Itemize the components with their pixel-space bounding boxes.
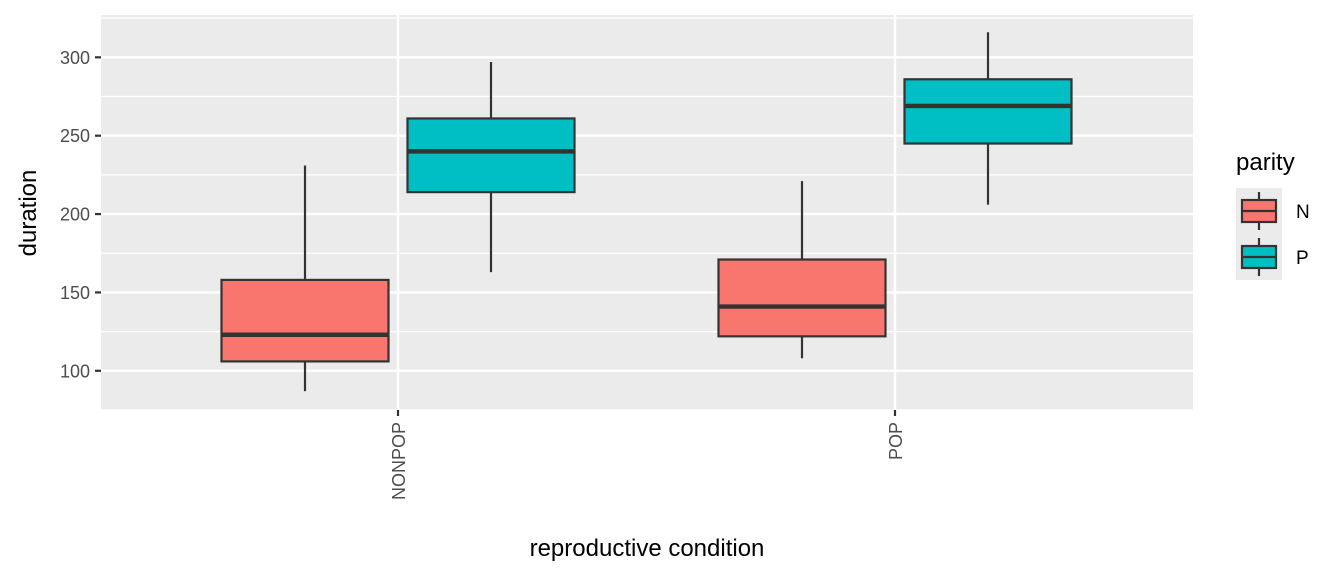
y-axis: 100 150 200 250 300 — [60, 48, 101, 381]
y-tick-label: 100 — [60, 361, 90, 381]
box-P-POP — [903, 32, 1073, 205]
y-tick-label: 300 — [60, 48, 90, 68]
box-iqr — [406, 117, 576, 194]
legend-label: N — [1296, 202, 1310, 223]
box-iqr — [220, 278, 390, 363]
legend-item-P: P — [1236, 234, 1309, 280]
box-N-NONPOP — [220, 165, 390, 392]
x-tick-label: POP — [886, 422, 906, 460]
box-iqr — [903, 78, 1073, 145]
y-tick-label: 150 — [60, 283, 90, 303]
box-iqr — [717, 258, 887, 338]
box-N-POP — [717, 181, 887, 359]
y-tick-label: 250 — [60, 126, 90, 146]
legend-title: parity — [1236, 149, 1295, 176]
legend-label: P — [1296, 248, 1309, 269]
y-axis-title: duration — [15, 170, 42, 257]
y-tick-label: 200 — [60, 205, 90, 225]
legend-keys: NP — [1236, 188, 1310, 280]
x-tick-label: NONPOP — [389, 422, 409, 500]
x-axis: NONPOP POP — [389, 410, 906, 500]
legend-item-N: N — [1236, 188, 1310, 234]
box-P-NONPOP — [406, 62, 576, 273]
boxes — [220, 32, 1073, 392]
x-axis-title: reproductive condition — [530, 535, 765, 562]
legend: parity NP — [1236, 149, 1310, 280]
